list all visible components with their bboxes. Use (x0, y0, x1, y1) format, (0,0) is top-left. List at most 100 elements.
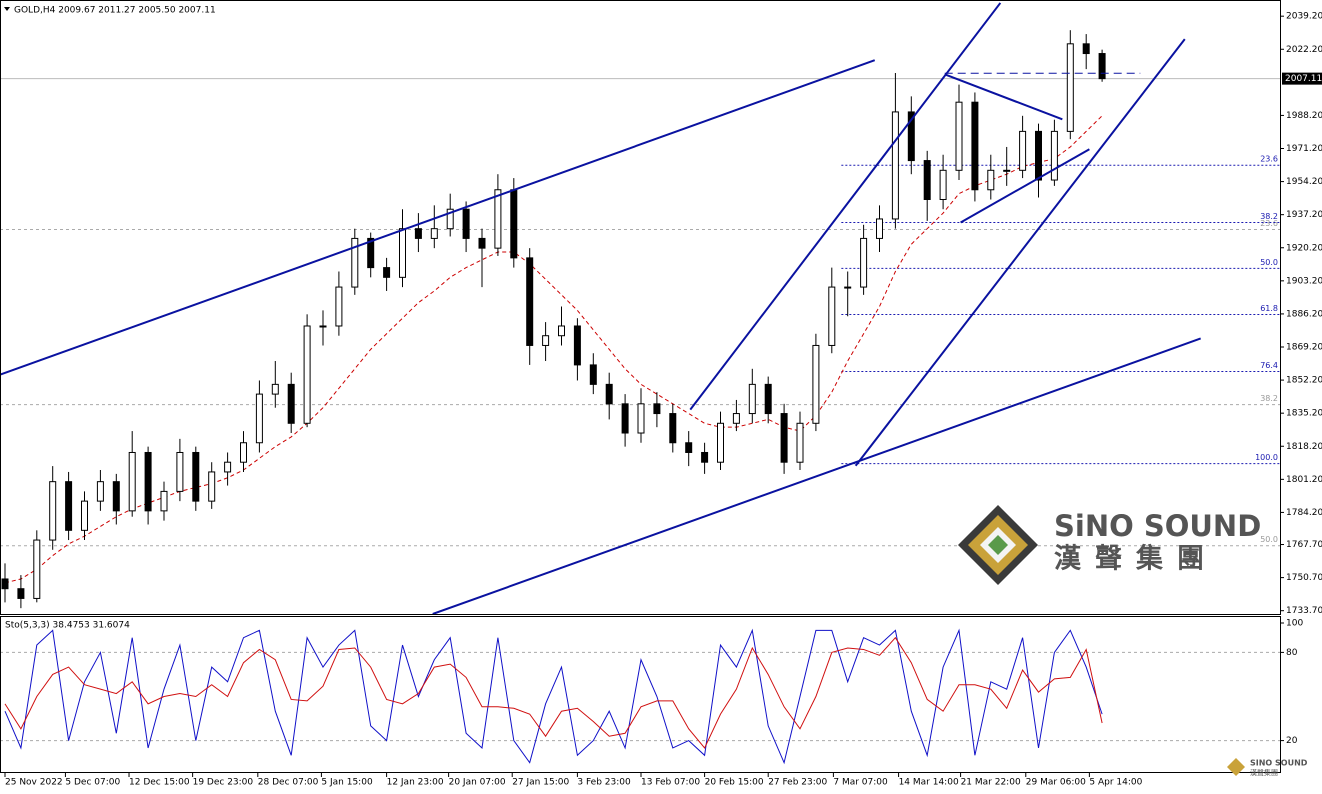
candle-body (414, 228, 422, 239)
candle-body (589, 364, 597, 385)
candle-body (399, 228, 406, 278)
gray-level-label: 50.0 (1260, 535, 1278, 544)
corner-logo-name: SINO SOUND (1250, 759, 1308, 768)
candle-body (462, 208, 470, 239)
stoch-line (4, 636, 1103, 749)
fib-label: 76.4 (1260, 361, 1278, 370)
trend-line (960, 148, 1090, 224)
y-tick-label: 2022.20 (1286, 45, 1322, 55)
y-tick-label: 1971.20 (1286, 144, 1322, 154)
axes: 2039.20 2022.20 1988.20 1971.20 1954.20 1937.… (4, 12, 1322, 788)
watermark-chinese: 漢聲集團 (1054, 543, 1218, 575)
candle-body (1082, 43, 1090, 55)
candle-body (176, 451, 184, 492)
trend-line (1, 59, 876, 376)
candle-body (971, 101, 979, 191)
candle-body (828, 286, 836, 346)
gray-level-label: 23.6 (1260, 219, 1278, 228)
y-tick-label: 1784.20 (1286, 508, 1322, 518)
x-tick-label: 7 Mar 07:00 (833, 778, 888, 788)
candle-body (17, 588, 25, 599)
stoch-tick-label: 100 (1286, 619, 1303, 629)
candle-body (510, 189, 518, 259)
y-tick-label: 1750.70 (1286, 573, 1322, 583)
x-tick-label: 20 Jan 07:00 (449, 778, 506, 788)
candle-body (446, 208, 454, 230)
x-tick-label: 14 Mar 14:00 (899, 778, 959, 788)
candle-body (860, 237, 868, 288)
stoch-plot: Sto(5,3,3) 38.4753 31.6074 (1, 621, 1280, 765)
y-tick-label: 2039.20 (1286, 12, 1322, 22)
x-tick-label: 19 Dec 23:00 (193, 778, 254, 788)
x-tick-label: 28 Dec 07:00 (258, 778, 319, 788)
candle-body (558, 325, 565, 337)
y-tick-label: 1988.20 (1286, 111, 1322, 121)
stoch-line (4, 628, 1103, 765)
moving-average (4, 115, 1103, 584)
candle-body (255, 393, 263, 444)
candle-body (637, 403, 645, 434)
y-tick-label: 1903.20 (1286, 276, 1322, 286)
trend-line (689, 2, 1002, 411)
current-price-label: 2007.11 (1285, 74, 1322, 84)
y-tick-label: 1818.20 (1286, 442, 1322, 452)
x-tick-label: 29 Mar 06:00 (1026, 778, 1086, 788)
candle-body (780, 413, 788, 463)
x-tick-label: 13 Feb 07:00 (641, 778, 700, 788)
candle-body (748, 383, 756, 415)
candle-body (732, 413, 740, 424)
candle-body (240, 442, 247, 463)
candle-body (430, 228, 438, 239)
y-tick-label: 1937.20 (1286, 210, 1322, 220)
candle-body (160, 490, 168, 512)
candle-body (351, 237, 359, 288)
candle-body (383, 267, 391, 278)
candle-body (128, 451, 136, 512)
candle-body (876, 218, 883, 239)
y-tick-label: 1869.20 (1286, 343, 1322, 353)
fib-label: 61.8 (1260, 304, 1278, 313)
corner-logo-mark (1227, 758, 1245, 776)
candle-body (939, 169, 947, 200)
fib-label: 100.0 (1255, 453, 1278, 462)
x-tick-label: 27 Feb 23:00 (768, 778, 827, 788)
candle-body (224, 461, 232, 473)
y-tick-label: 1852.20 (1286, 376, 1322, 386)
candle-body (33, 539, 41, 599)
candle-body (192, 451, 200, 502)
candle-body (605, 383, 613, 405)
candle-body (335, 286, 343, 327)
candle-body (573, 325, 581, 366)
x-tick-label: 5 Dec 07:00 (65, 778, 120, 788)
stoch-tick-label: 80 (1286, 648, 1298, 658)
x-tick-label: 21 Mar 22:00 (961, 778, 1021, 788)
candle-body (287, 383, 295, 424)
stoch-tick-label: 20 (1286, 736, 1298, 746)
candle-body (303, 325, 311, 424)
trend-line (432, 337, 1202, 614)
candle-body (701, 451, 709, 463)
x-tick-label: 12 Jan 23:00 (387, 778, 444, 788)
x-tick-label: 20 Feb 15:00 (705, 778, 764, 788)
candle-body (144, 451, 152, 512)
x-tick-label: 5 Apr 14:00 (1089, 778, 1142, 788)
current-price-box (1282, 72, 1322, 85)
corner-logo-chinese: 漢聲集團 (1250, 768, 1278, 777)
candle-body (717, 422, 724, 463)
candle-body (669, 413, 677, 444)
candle-body (1066, 43, 1074, 132)
candle-body (653, 403, 661, 415)
candle-body (1035, 130, 1042, 181)
candle-body (987, 169, 995, 191)
candle-body (319, 325, 327, 328)
candle-body (526, 257, 534, 346)
candle-body (1050, 130, 1058, 181)
watermark-name: SiNO SOUND (1054, 509, 1261, 543)
y-tick-label: 1733.70 (1286, 606, 1322, 616)
candle-body (81, 500, 88, 531)
candle-body (1098, 53, 1106, 80)
candle-body (907, 111, 915, 162)
candle-body (812, 344, 820, 424)
corner-logo: SINO SOUND 漢聲集團 (1227, 758, 1308, 777)
